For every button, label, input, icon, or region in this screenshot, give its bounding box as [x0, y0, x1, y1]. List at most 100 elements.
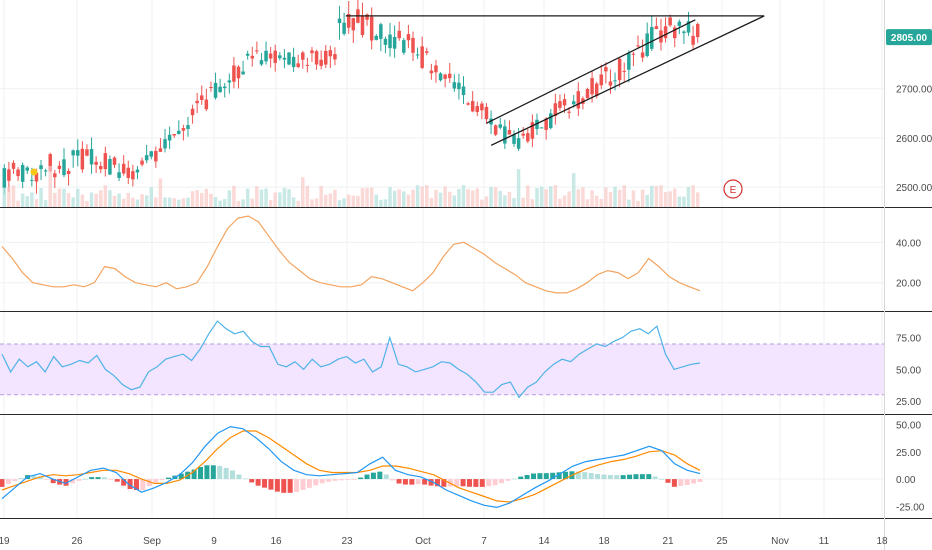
- candle[interactable]: [622, 62, 626, 82]
- candle[interactable]: [222, 83, 227, 98]
- candle[interactable]: [677, 19, 682, 35]
- candle[interactable]: [305, 57, 310, 73]
- rsi-pane[interactable]: [0, 320, 884, 399]
- price-pane[interactable]: 2805.00: [2, 0, 932, 207]
- candle[interactable]: [346, 0, 351, 34]
- candle[interactable]: [310, 46, 314, 62]
- candle[interactable]: [241, 60, 245, 75]
- candle[interactable]: [480, 101, 484, 120]
- candle[interactable]: [43, 168, 48, 177]
- candle[interactable]: [16, 167, 20, 182]
- candle[interactable]: [682, 30, 686, 44]
- candle[interactable]: [388, 22, 392, 57]
- candle[interactable]: [108, 155, 112, 176]
- candle[interactable]: [672, 25, 677, 48]
- candle[interactable]: [259, 52, 264, 66]
- candle[interactable]: [631, 51, 636, 67]
- candle[interactable]: [39, 159, 43, 181]
- candle[interactable]: [66, 168, 71, 186]
- candle[interactable]: [181, 124, 186, 141]
- adx-line[interactable]: [1, 215, 701, 294]
- candle[interactable]: [613, 72, 617, 91]
- candle[interactable]: [154, 146, 158, 168]
- candle[interactable]: [549, 108, 553, 130]
- macd-line[interactable]: [1, 425, 701, 509]
- candle[interactable]: [264, 41, 268, 65]
- candle[interactable]: [654, 17, 659, 30]
- candle[interactable]: [98, 161, 103, 174]
- candle[interactable]: [255, 41, 259, 54]
- candle[interactable]: [397, 21, 401, 41]
- candle[interactable]: [645, 22, 649, 58]
- candle[interactable]: [135, 166, 140, 180]
- candle[interactable]: [411, 31, 415, 61]
- candle[interactable]: [402, 37, 406, 55]
- candle[interactable]: [369, 7, 374, 50]
- candle[interactable]: [227, 73, 232, 94]
- candle[interactable]: [627, 50, 631, 83]
- candle[interactable]: [89, 137, 94, 174]
- candle[interactable]: [209, 81, 213, 92]
- candle[interactable]: [604, 62, 608, 84]
- candle[interactable]: [526, 128, 530, 144]
- candle[interactable]: [461, 76, 466, 104]
- candle[interactable]: [640, 39, 645, 62]
- candle[interactable]: [144, 144, 149, 164]
- candle[interactable]: [112, 156, 117, 168]
- candle[interactable]: [323, 45, 328, 69]
- candle[interactable]: [576, 82, 581, 116]
- candle[interactable]: [11, 160, 16, 174]
- candle[interactable]: [521, 127, 525, 139]
- candle[interactable]: [190, 104, 195, 124]
- candle[interactable]: [236, 65, 241, 89]
- candle[interactable]: [351, 17, 356, 44]
- candle[interactable]: [383, 36, 388, 54]
- trendline-channel-upper[interactable]: [486, 19, 696, 124]
- candle[interactable]: [245, 50, 250, 60]
- candle[interactable]: [374, 34, 379, 41]
- candle[interactable]: [470, 91, 475, 113]
- candle[interactable]: [415, 47, 420, 59]
- candle[interactable]: [562, 93, 567, 113]
- candle[interactable]: [360, 2, 365, 38]
- candle[interactable]: [250, 46, 255, 67]
- candle[interactable]: [296, 54, 300, 69]
- candle[interactable]: [434, 59, 438, 83]
- candle[interactable]: [420, 36, 424, 70]
- candle[interactable]: [558, 94, 562, 111]
- candle[interactable]: [493, 124, 498, 137]
- candle[interactable]: [167, 126, 172, 150]
- candle[interactable]: [544, 117, 548, 140]
- candle[interactable]: [337, 5, 342, 40]
- candle[interactable]: [57, 161, 62, 174]
- candle[interactable]: [342, 12, 346, 36]
- candle[interactable]: [475, 101, 480, 117]
- candle[interactable]: [429, 63, 434, 80]
- candle[interactable]: [457, 73, 461, 100]
- candle[interactable]: [278, 51, 282, 61]
- candle[interactable]: [539, 127, 544, 129]
- candle[interactable]: [443, 73, 447, 88]
- candle[interactable]: [62, 148, 66, 178]
- candle[interactable]: [195, 92, 199, 114]
- candle[interactable]: [177, 120, 181, 135]
- candle[interactable]: [553, 93, 558, 125]
- candle[interactable]: [273, 44, 277, 72]
- candle[interactable]: [85, 144, 89, 157]
- candle[interactable]: [466, 101, 470, 106]
- candle[interactable]: [328, 45, 333, 69]
- candle[interactable]: [314, 49, 319, 70]
- candle[interactable]: [691, 25, 695, 50]
- candle[interactable]: [232, 57, 236, 89]
- candle[interactable]: [484, 103, 489, 124]
- candle[interactable]: [213, 72, 218, 100]
- candle[interactable]: [117, 163, 121, 182]
- trendline-channel-lower[interactable]: [490, 15, 765, 146]
- rsi-line[interactable]: [1, 320, 701, 399]
- candle[interactable]: [530, 114, 535, 148]
- candle[interactable]: [204, 88, 209, 112]
- candle[interactable]: [507, 120, 512, 135]
- candle[interactable]: [53, 169, 57, 188]
- candle[interactable]: [608, 69, 613, 94]
